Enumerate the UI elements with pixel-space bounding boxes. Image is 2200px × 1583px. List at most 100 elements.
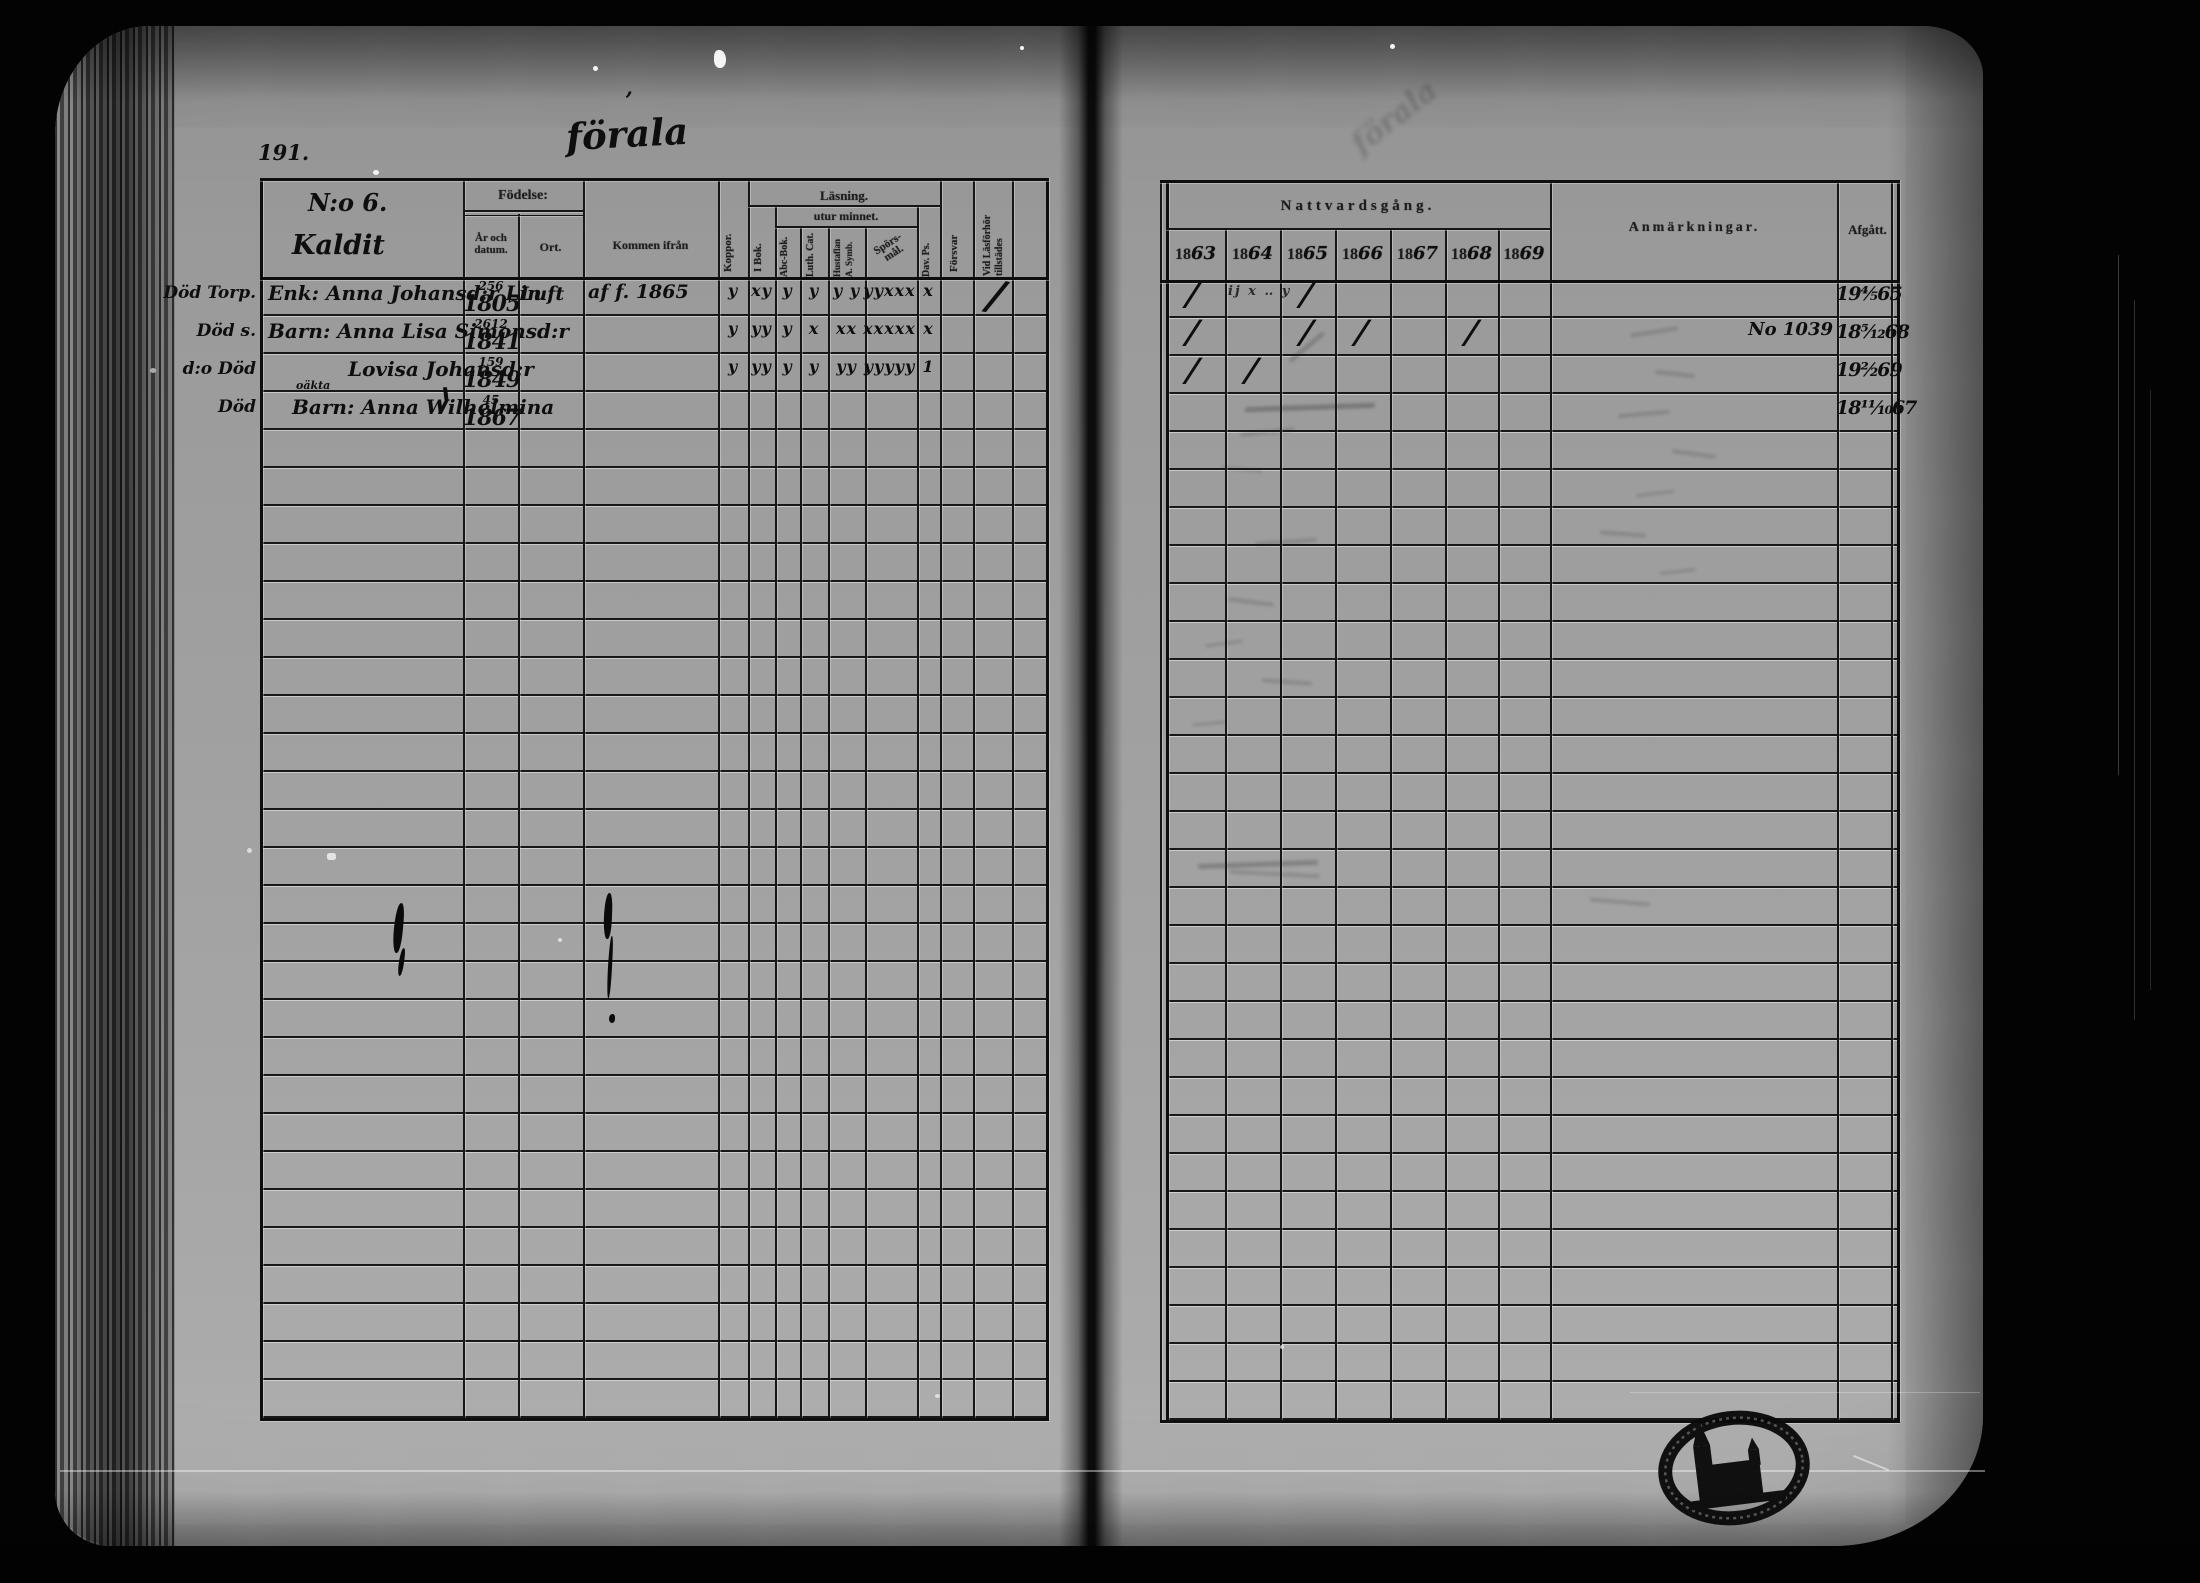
ledger-row: Död s. Barn: Anna Lisa Simonsd:r 2612 184… [0,313,2200,355]
mark-i-bok: yy [751,319,772,338]
table-rule [518,214,520,1420]
year-header-1869: 1869 [1498,243,1550,264]
year-print: 18 [1341,246,1358,263]
col-header-fodelse: Födelse: [498,188,548,203]
table-rule [260,178,1049,181]
household-number: N:o 6. [308,188,388,217]
mark-sporsmal: yyyyy [863,357,916,376]
birth-day: 15 [478,355,496,369]
communion-1866: / [1352,313,1371,351]
film-scratch [60,1470,1985,1472]
col-header-koppor: Koppor. [722,233,734,272]
birth-date: 256 1805 [463,279,521,317]
year-print: 18 [1396,246,1413,263]
birth-date: 159 1849 [463,355,521,393]
mark-hustaflan: yy [836,357,857,376]
mark-dav-ps: 1 [922,357,935,376]
table-rule [718,178,720,1420]
year-hand: 68 [1466,243,1493,264]
table-rule [973,178,975,1420]
table-rule [865,227,867,1420]
dust-speck [373,170,379,175]
page-gutter-shadow [1059,26,1123,1546]
communion-1864: / [1242,351,1261,389]
table-rule [1160,280,1900,283]
mark-koppor: y [727,319,739,338]
year-header-1866: 1866 [1335,243,1390,264]
page-number: 191. [258,140,310,165]
table-rule [463,178,465,1420]
mark-abc-bok: y [782,281,793,300]
communion-scribble: ij x ‥ y [1228,284,1292,299]
birth-day: 4 [482,393,491,407]
col-header-utur-minnet: utur minnet. [813,209,879,223]
year-header-1867: 1867 [1390,243,1445,264]
year-hand: 65 [1302,243,1329,264]
table-rule [1012,178,1014,1420]
ink-dot [609,1014,615,1023]
table-rule [1335,230,1337,1422]
table-rule [1897,180,1900,1422]
table-rule [1160,1420,1900,1423]
table-rule [828,227,830,1420]
person-name: Barn: Anna Wilhelmina [292,395,555,419]
col-header-dav-ps: Dav. Ps. [921,242,932,277]
year-header-1865: 1865 [1280,243,1335,264]
table-rule [917,206,919,1420]
table-rule [1046,178,1049,1420]
col-header-kommen-ifran: Kommen ifrån [612,238,689,252]
stamp-ring-lettering [1663,1416,1805,1520]
year-hand: 69 [1519,243,1545,264]
communion-1863: / [1183,313,1202,351]
birth-year: 1849 [463,367,521,393]
mark-abc-bok: y [782,319,793,338]
margin-note: Död [218,397,256,417]
birth-day: 25 [478,279,496,293]
right-table-row-rules [1169,281,1897,1420]
film-scratch [1630,1392,1980,1393]
margin-note: d:o Död [182,359,256,379]
table-rule [775,226,917,228]
mark-dav-ps: x [923,281,934,300]
mark-i-bok: xy [751,281,772,300]
birth-day: 26 [474,317,491,331]
departed-date: 18⁵⁄₁₂68 [1836,321,1910,343]
table-rule [1837,180,1839,1422]
film-scratch [2150,390,2151,990]
bracket-flourish: ⟩ [438,383,452,418]
household-place: Kaldit [292,230,385,261]
mark-koppor: y [727,357,739,376]
mark-koppor: y [727,281,739,300]
col-header-ar-och-datum: År och datum. [474,232,508,256]
left-table-row-rules [263,279,1046,1418]
village-title-flourish: ’ [625,88,633,114]
table-rule [465,215,583,216]
mark-sporsmal: xxxxx [863,319,916,338]
table-rule [800,227,802,1420]
col-header-lasning: Läsning. [819,188,869,203]
mark-dav-ps: x [923,319,934,338]
table-rule [1280,230,1282,1422]
col-header-afgatt: Afgått. [1848,222,1887,237]
col-header-forsvar: Försvar [948,234,960,272]
mark-sporsmal: yyxxx [863,281,916,300]
table-rule [583,178,585,1420]
communion-1863: / [1183,275,1202,313]
table-rule [940,178,942,1420]
communion-1863: / [1183,351,1202,389]
remark: No 1039 [1748,319,1833,340]
table-rule [1550,180,1552,1422]
table-rule [465,210,583,212]
ledger-row: Död oäkta Barn: Anna Wilhelmina ⟩ 45 1867… [0,379,2200,431]
birth-month: 12 [491,317,508,331]
church-silhouette [1691,1419,1787,1511]
church-archive-stamp [1658,1410,1810,1526]
dust-speck [247,848,252,853]
film-bottom-band [0,1546,2200,1583]
mark-i-bok: yy [751,357,772,376]
ledger-row: Död Torp. Enk: Anna Johansd:r Lin 256 180… [0,270,2200,321]
year-hand: 67 [1412,243,1439,264]
film-scratch [2134,300,2135,1020]
margin-note: Död Torp. [163,283,256,303]
